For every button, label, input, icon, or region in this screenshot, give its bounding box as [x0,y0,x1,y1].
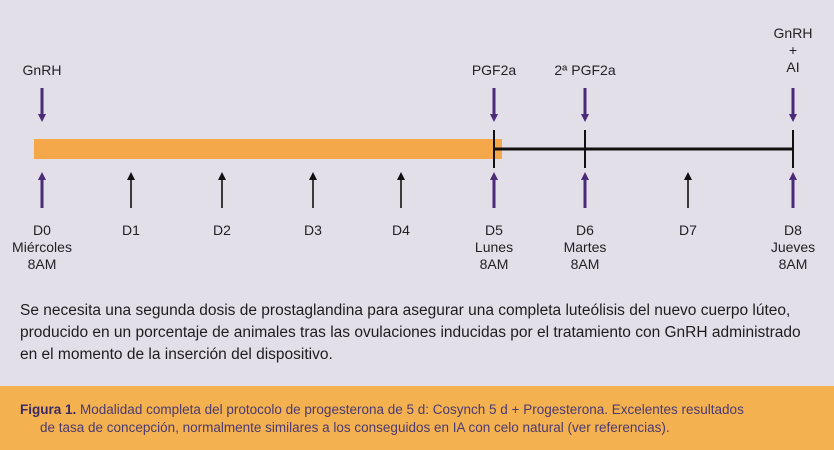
caption-line1: Modalidad completa del protocolo de prog… [80,402,744,417]
day-name: D8 [784,222,802,238]
caption-line2: de tasa de concepción, normalmente simil… [40,420,670,435]
day-weekday: Lunes [474,239,514,255]
label-gnrh-ai-line1: GnRH [773,25,813,41]
day-label-d3: D3 [304,222,322,238]
day-label-d7: D7 [679,222,697,238]
day-time: 8AM [570,256,600,272]
label-gnrh-ai-line2: + [788,42,798,58]
day-time: 8AM [479,256,509,272]
day-label-d6: D6 Martes 8AM [564,222,607,273]
figure-panel [0,0,834,386]
label-gnrh-ai-line3: AI [786,59,800,75]
day-weekday: Miércoles [12,239,72,255]
day-weekday: Jueves [770,239,816,255]
day-label-d0: D0 Miércoles 8AM [12,222,72,273]
day-time: 8AM [27,256,57,272]
day-name: D6 [576,222,594,238]
day-label-d8: D8 Jueves 8AM [771,222,815,273]
day-label-d1: D1 [122,222,140,238]
label-gnrh-d0: GnRH [22,62,62,78]
bottom-arrows [38,172,797,208]
day-name: D5 [485,222,503,238]
caption-band [0,386,834,450]
label-pgf2a-d5: PGF2a [471,62,517,78]
day-weekday: Martes [563,239,607,255]
label-gnrh-ai-d8: GnRH + AI [774,25,813,76]
day-time: 8AM [778,256,808,272]
day-label-d2: D2 [213,222,231,238]
figure-caption: Figura 1. Modalidad completa del protoco… [20,401,820,437]
description-paragraph: Se necesita una segunda dosis de prostag… [20,302,801,363]
day-label-d5: D5 Lunes 8AM [475,222,513,273]
label-second-pgf2a-d6: 2ª PGF2a [554,62,616,78]
day-label-d4: D4 [392,222,410,238]
progesterone-bar [34,139,502,159]
protocol-timeline [34,88,797,208]
top-arrows [38,88,797,122]
figure-label: Figura 1. [20,402,77,417]
day-name: D0 [33,222,51,238]
